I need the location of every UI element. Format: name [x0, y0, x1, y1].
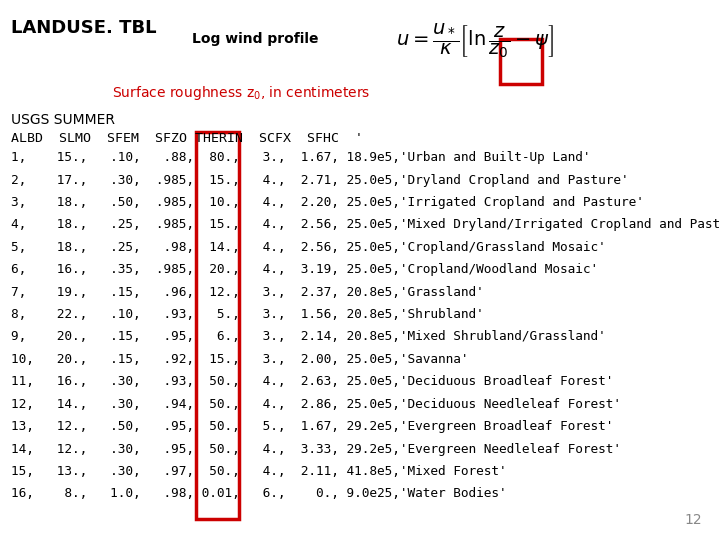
Text: ALBD  SLMO  SFEM  SFZO THERIN  SCFX  SFHC  ': ALBD SLMO SFEM SFZO THERIN SCFX SFHC ': [11, 132, 363, 145]
Text: 9,    20.,   .15,   .95,   6.,   3.,  2.14, 20.8e5,'Mixed Shrubland/Grassland': 9, 20., .15, .95, 6., 3., 2.14, 20.8e5,'…: [11, 330, 606, 343]
Text: 14,   12.,   .30,   .95,  50.,   4.,  3.33, 29.2e5,'Evergreen Needleleaf Forest': 14, 12., .30, .95, 50., 4., 3.33, 29.2e5…: [11, 443, 621, 456]
Text: 1,    15.,   .10,   .88,  80.,   3.,  1.67, 18.9e5,'Urban and Built-Up Land': 1, 15., .10, .88, 80., 3., 1.67, 18.9e5,…: [11, 151, 590, 164]
Text: 4,    18.,   .25,  .985,  15.,   4.,  2.56, 25.0e5,'Mixed Dryland/Irrigated Crop: 4, 18., .25, .985, 15., 4., 2.56, 25.0e5…: [11, 219, 720, 232]
Text: 7,    19.,   .15,   .96,  12.,   3.,  2.37, 20.8e5,'Grassland': 7, 19., .15, .96, 12., 3., 2.37, 20.8e5,…: [11, 286, 484, 299]
Text: 12: 12: [685, 512, 702, 526]
Text: 15,   13.,   .30,   .97,  50.,   4.,  2.11, 41.8e5,'Mixed Forest': 15, 13., .30, .97, 50., 4., 2.11, 41.8e5…: [11, 465, 506, 478]
Text: 13,   12.,   .50,   .95,  50.,   5.,  1.67, 29.2e5,'Evergreen Broadleaf Forest': 13, 12., .50, .95, 50., 5., 1.67, 29.2e5…: [11, 420, 613, 433]
Text: 2,    17.,   .30,  .985,  15.,   4.,  2.71, 25.0e5,'Dryland Cropland and Pasture: 2, 17., .30, .985, 15., 4., 2.71, 25.0e5…: [11, 174, 629, 187]
Text: 11,   16.,   .30,   .93,  50.,   4.,  2.63, 25.0e5,'Deciduous Broadleaf Forest': 11, 16., .30, .93, 50., 4., 2.63, 25.0e5…: [11, 375, 613, 388]
Text: 3,    18.,   .50,  .985,  10.,   4.,  2.20, 25.0e5,'Irrigated Cropland and Pastu: 3, 18., .50, .985, 10., 4., 2.20, 25.0e5…: [11, 196, 644, 209]
Text: LANDUSE. TBL: LANDUSE. TBL: [11, 19, 156, 37]
Bar: [196, 132, 239, 519]
Text: 10,   20.,   .15,   .92,  15.,   3.,  2.00, 25.0e5,'Savanna': 10, 20., .15, .92, 15., 3., 2.00, 25.0e5…: [11, 353, 468, 366]
Text: 8,    22.,   .10,   .93,   5.,   3.,  1.56, 20.8e5,'Shrubland': 8, 22., .10, .93, 5., 3., 1.56, 20.8e5,'…: [11, 308, 484, 321]
Text: Surface roughness z$_{0}$, in centimeters: Surface roughness z$_{0}$, in centimeter…: [112, 84, 370, 102]
Bar: [500, 39, 542, 84]
Text: 5,    18.,   .25,   .98,  14.,   4.,  2.56, 25.0e5,'Cropland/Grassland Mosaic': 5, 18., .25, .98, 14., 4., 2.56, 25.0e5,…: [11, 241, 606, 254]
Text: 16,    8.,   1.0,   .98, 0.01,   6.,    0., 9.0e25,'Water Bodies': 16, 8., 1.0, .98, 0.01, 6., 0., 9.0e25,'…: [11, 488, 506, 501]
Text: USGS SUMMER: USGS SUMMER: [11, 113, 114, 127]
Text: Log wind profile: Log wind profile: [192, 32, 319, 46]
Text: 12,   14.,   .30,   .94,  50.,   4.,  2.86, 25.0e5,'Deciduous Needleleaf Forest': 12, 14., .30, .94, 50., 4., 2.86, 25.0e5…: [11, 397, 621, 411]
Text: 6,    16.,   .35,  .985,  20.,   4.,  3.19, 25.0e5,'Cropland/Woodland Mosaic': 6, 16., .35, .985, 20., 4., 3.19, 25.0e5…: [11, 263, 598, 276]
Text: $u = \dfrac{u_*}{\kappa} \left[ \ln \dfrac{z}{z_0} - \psi \right]$: $u = \dfrac{u_*}{\kappa} \left[ \ln \dfr…: [396, 22, 554, 60]
